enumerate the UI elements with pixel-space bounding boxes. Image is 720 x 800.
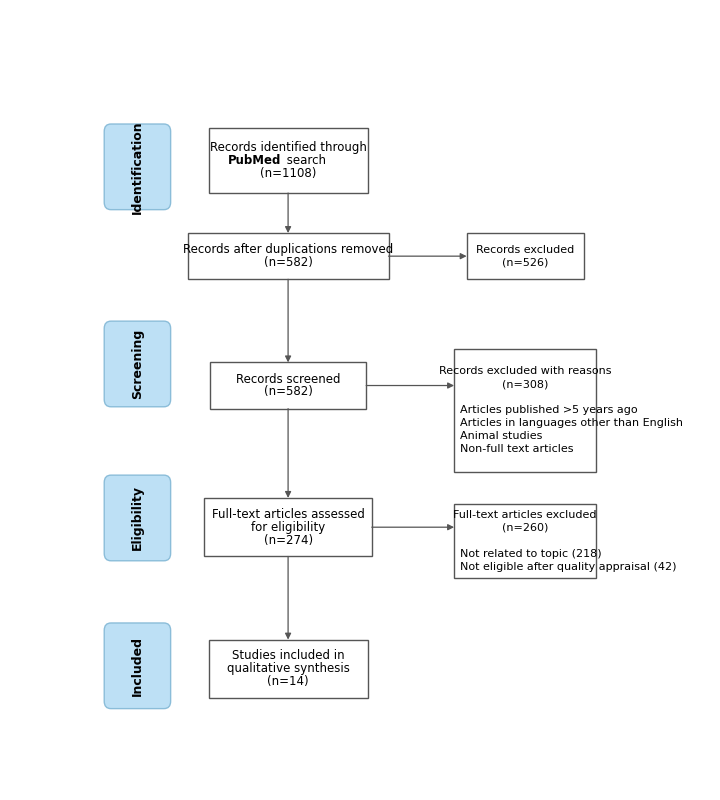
Text: (n=526): (n=526) [502,258,549,268]
Text: search: search [282,154,325,167]
FancyBboxPatch shape [104,623,171,709]
Text: Identification: Identification [131,120,144,214]
Bar [209,128,368,193]
Text: Included: Included [131,636,144,696]
Text: Records screened: Records screened [236,373,341,386]
Text: Articles published >5 years ago: Articles published >5 years ago [459,405,637,415]
Text: Screening: Screening [131,329,144,399]
Text: Articles in languages other than English: Articles in languages other than English [459,418,683,428]
FancyBboxPatch shape [104,475,171,561]
Text: PubMed: PubMed [228,154,282,167]
Text: (n=582): (n=582) [264,386,312,398]
Text: Non-full text articles: Non-full text articles [459,444,573,454]
Text: (n=1108): (n=1108) [260,167,316,180]
Text: for eligibility: for eligibility [251,521,325,534]
Text: Eligibility: Eligibility [131,486,144,550]
Bar [467,233,584,279]
Text: Not eligible after quality appraisal (42): Not eligible after quality appraisal (42… [459,562,676,572]
Text: Records excluded with reasons: Records excluded with reasons [439,366,611,376]
Bar [454,504,596,578]
Text: qualitative synthesis: qualitative synthesis [227,662,349,675]
FancyBboxPatch shape [104,124,171,210]
Text: Records excluded: Records excluded [476,245,575,254]
Text: Animal studies: Animal studies [459,431,542,441]
Text: Not related to topic (218): Not related to topic (218) [459,549,601,558]
Bar [188,233,389,279]
Text: Records after duplications removed: Records after duplications removed [183,243,393,256]
Bar [209,640,368,698]
FancyBboxPatch shape [104,321,171,406]
Text: (n=274): (n=274) [264,534,312,546]
Text: (n=582): (n=582) [264,256,312,269]
Bar [210,362,366,409]
Text: Studies included in: Studies included in [232,650,344,662]
Text: Records identified through: Records identified through [210,142,366,154]
Text: (n=14): (n=14) [267,675,309,688]
Text: (n=308): (n=308) [502,379,549,390]
Text: Full-text articles assessed: Full-text articles assessed [212,508,364,521]
Text: (n=260): (n=260) [502,523,549,533]
Bar [454,349,596,472]
Bar [204,498,372,557]
Text: Full-text articles excluded: Full-text articles excluded [454,510,597,520]
